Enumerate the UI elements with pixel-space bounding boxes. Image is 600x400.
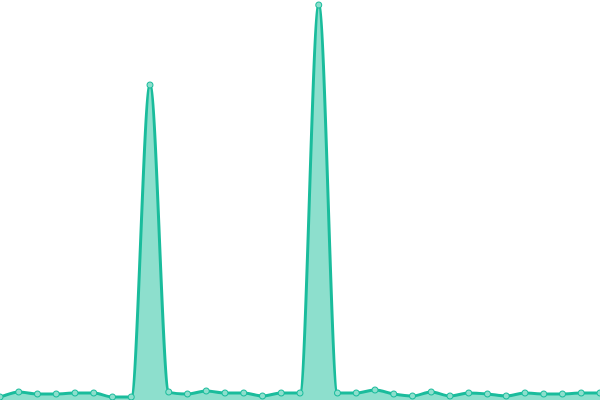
data-point-21 — [390, 390, 398, 398]
data-point-17 — [315, 1, 323, 9]
data-point-30 — [559, 390, 566, 398]
data-point-26 — [484, 390, 491, 398]
data-point-22 — [409, 392, 416, 400]
data-point-9 — [165, 388, 173, 396]
data-point-2 — [34, 390, 41, 398]
data-point-12 — [221, 389, 229, 397]
data-point-18 — [334, 389, 341, 397]
data-point-7 — [127, 393, 135, 400]
data-point-11 — [202, 387, 210, 395]
data-point-10 — [184, 390, 191, 398]
data-point-1 — [15, 388, 23, 396]
data-point-27 — [502, 392, 510, 400]
data-point-25 — [465, 389, 473, 397]
data-point-29 — [540, 390, 548, 398]
data-point-6 — [109, 393, 116, 400]
data-point-0 — [0, 393, 4, 400]
data-point-28 — [521, 389, 529, 397]
series-line — [0, 3, 600, 399]
data-point-31 — [577, 389, 585, 397]
data-point-16 — [296, 389, 304, 397]
data-point-20 — [371, 386, 379, 394]
area-fill — [0, 5, 600, 400]
data-point-5 — [90, 389, 98, 397]
data-point-3 — [52, 390, 60, 398]
data-point-15 — [277, 389, 285, 397]
data-point-23 — [427, 388, 435, 396]
data-point-14 — [259, 392, 266, 400]
data-point-4 — [71, 389, 79, 397]
data-point-32 — [596, 389, 600, 397]
data-point-13 — [240, 389, 248, 397]
data-point-8 — [146, 81, 154, 89]
data-point-24 — [446, 392, 454, 400]
data-point-19 — [352, 389, 360, 397]
